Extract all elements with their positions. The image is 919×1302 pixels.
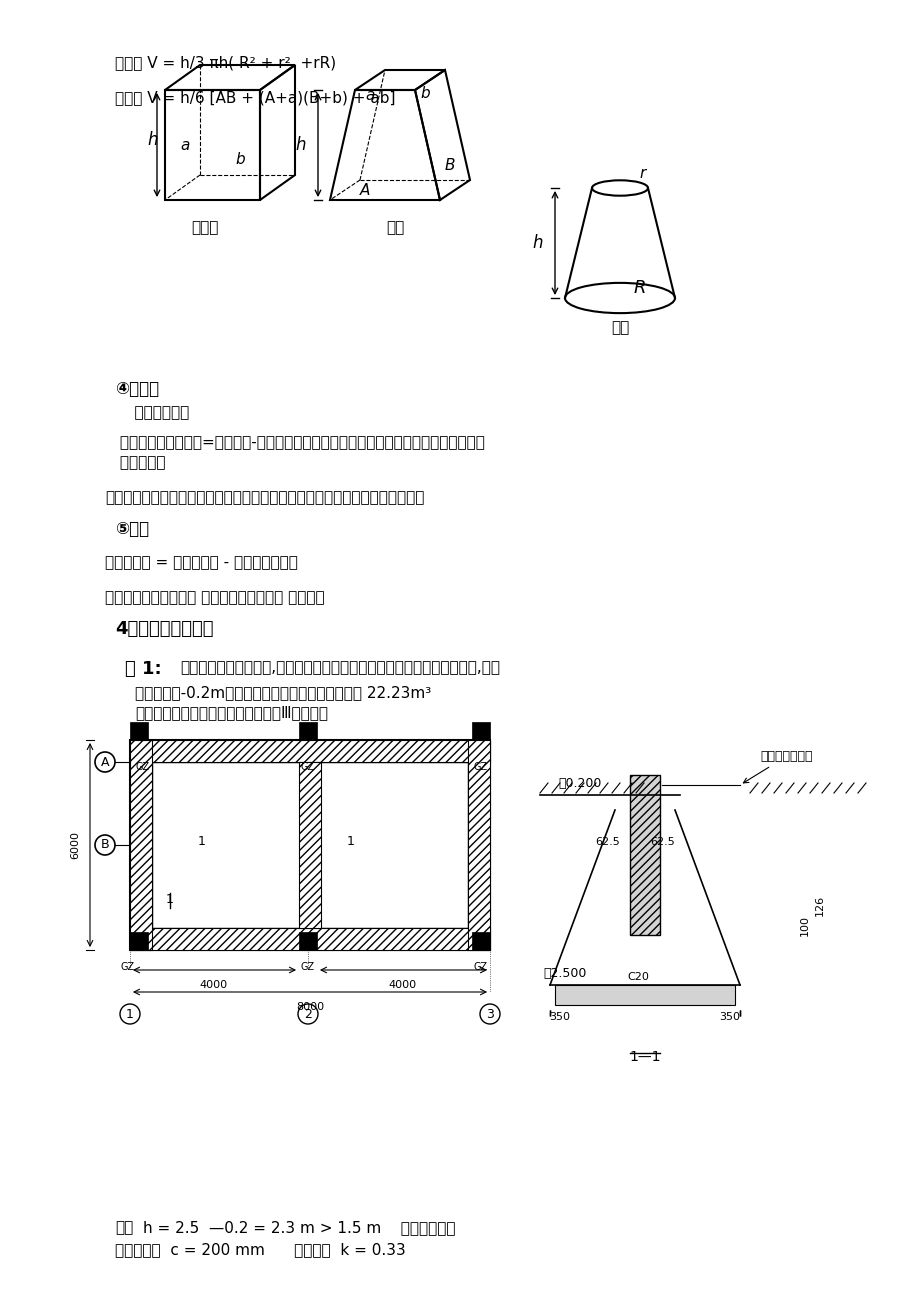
Text: h: h — [295, 135, 306, 154]
Text: 倒圆台 V = h/3 πh( R² + r²  +rR): 倒圆台 V = h/3 πh( R² + r² +rR) — [115, 55, 335, 70]
Text: a: a — [180, 138, 189, 152]
Bar — [130, 723, 148, 740]
Text: 2: 2 — [304, 1008, 312, 1021]
Text: 350: 350 — [549, 1012, 570, 1022]
Text: 长方体: 长方体 — [191, 220, 219, 234]
Text: 1: 1 — [346, 835, 355, 848]
Text: 工作面宽度  c = 200 mm      放坡系数  k = 0.33: 工作面宽度 c = 200 mm 放坡系数 k = 0.33 — [115, 1242, 405, 1256]
Text: 按体积计算。: 按体积计算。 — [115, 405, 189, 421]
Text: GZ: GZ — [301, 762, 314, 772]
Bar — [130, 740, 490, 762]
Text: A: A — [359, 184, 370, 198]
Text: 4、工程量计算实例: 4、工程量计算实例 — [115, 620, 213, 638]
Text: 倒棱台 V = h/6 [AB + (A+a)(B+b) + ab]: 倒棱台 V = h/6 [AB + (A+a)(B+b) + ab] — [115, 90, 395, 105]
Text: h = 2.5  —0.2 = 2.3 m > 1.5 m    所以，要放坡: h = 2.5 —0.2 = 2.3 m > 1.5 m 所以，要放坡 — [142, 1220, 455, 1236]
Text: 350: 350 — [719, 1012, 740, 1022]
Text: 62.5: 62.5 — [650, 837, 674, 848]
Bar — [130, 740, 152, 950]
Text: C20: C20 — [627, 973, 648, 982]
Text: 防水砂浆防潮层: 防水砂浆防潮层 — [743, 750, 811, 783]
Text: a: a — [365, 89, 374, 103]
Text: GZ: GZ — [473, 962, 488, 973]
Text: b: b — [234, 152, 244, 168]
Text: B: B — [445, 158, 455, 173]
Text: 础及柱等）: 础及柱等） — [115, 454, 165, 470]
Bar — [554, 986, 734, 1005]
Text: GZ: GZ — [120, 962, 135, 973]
Text: R: R — [633, 279, 645, 297]
Text: 地面标高为-0.2m，室外地坪以下理设的基础体积为 22.23m³: 地面标高为-0.2m，室外地坪以下理设的基础体积为 22.23m³ — [135, 685, 431, 700]
Text: r: r — [640, 165, 645, 181]
Text: 求该基础挖地槽、回填土的工程量（Ⅲ类干土）: 求该基础挖地槽、回填土的工程量（Ⅲ类干土） — [135, 704, 328, 720]
Text: 8000: 8000 — [296, 1003, 323, 1012]
Bar — [299, 723, 317, 740]
Bar — [468, 740, 490, 950]
Text: B: B — [100, 838, 109, 852]
Text: －0.200: －0.200 — [558, 777, 601, 790]
Text: 4000: 4000 — [389, 980, 416, 990]
Text: ⑤运土: ⑤运土 — [115, 519, 149, 538]
Text: h: h — [147, 132, 157, 148]
Text: b: b — [420, 86, 429, 102]
Text: －2.500: －2.500 — [543, 967, 586, 980]
Text: 62.5: 62.5 — [595, 837, 619, 848]
Bar — [471, 723, 490, 740]
Text: 1: 1 — [126, 1008, 134, 1021]
Bar — [471, 932, 490, 950]
Bar — [152, 762, 468, 928]
Text: 计算结果是：＋，表示 余土外运；－，表示 缺土内运: 计算结果是：＋，表示 余土外运；－，表示 缺土内运 — [105, 590, 324, 605]
Text: 运土工程量 = 挖土工程量 - 回填土工程量。: 运土工程量 = 挖土工程量 - 回填土工程量。 — [105, 555, 298, 570]
Text: 3: 3 — [485, 1008, 494, 1021]
Text: 126: 126 — [814, 894, 824, 915]
Text: 1: 1 — [166, 893, 174, 906]
Text: 4000: 4000 — [199, 980, 228, 990]
Bar — [130, 928, 490, 950]
Text: 基槽、坑回填土体积=挖土体积-设计室外地坪以下理设的体积（包括基础垫层、柱、墙基: 基槽、坑回填土体积=挖土体积-设计室外地坪以下理设的体积（包括基础垫层、柱、墙基 — [115, 435, 484, 450]
Bar — [130, 740, 490, 950]
Text: GZ: GZ — [473, 762, 488, 772]
Text: 1: 1 — [198, 835, 206, 848]
Text: 例 1:: 例 1: — [125, 660, 162, 678]
Bar — [299, 762, 321, 928]
Text: 解：: 解： — [115, 1220, 133, 1236]
Text: ④回填土: ④回填土 — [115, 380, 159, 398]
Text: GZ: GZ — [136, 762, 150, 772]
Text: 1—1: 1—1 — [629, 1049, 660, 1064]
Text: 圆台: 圆台 — [610, 320, 629, 335]
Bar — [130, 932, 148, 950]
Text: 室内回填土体积按主墙间净面积乘填土厚度计算，不扣除附垛及附墙烟囱等体积: 室内回填土体积按主墙间净面积乘填土厚度计算，不扣除附垛及附墙烟囱等体积 — [105, 490, 424, 505]
Bar — [630, 775, 659, 935]
Bar — [299, 932, 317, 950]
Text: A: A — [101, 755, 109, 768]
Text: h: h — [532, 234, 542, 253]
Text: GZ: GZ — [301, 962, 314, 973]
Text: 某建筑物的基础图如下,图中轴线为墙中心线，墙体为普通黏土实心一砖墙,室外: 某建筑物的基础图如下,图中轴线为墙中心线，墙体为普通黏土实心一砖墙,室外 — [180, 660, 499, 674]
Text: 棱台: 棱台 — [385, 220, 403, 234]
Text: 6000: 6000 — [70, 831, 80, 859]
Text: 100: 100 — [800, 914, 809, 936]
